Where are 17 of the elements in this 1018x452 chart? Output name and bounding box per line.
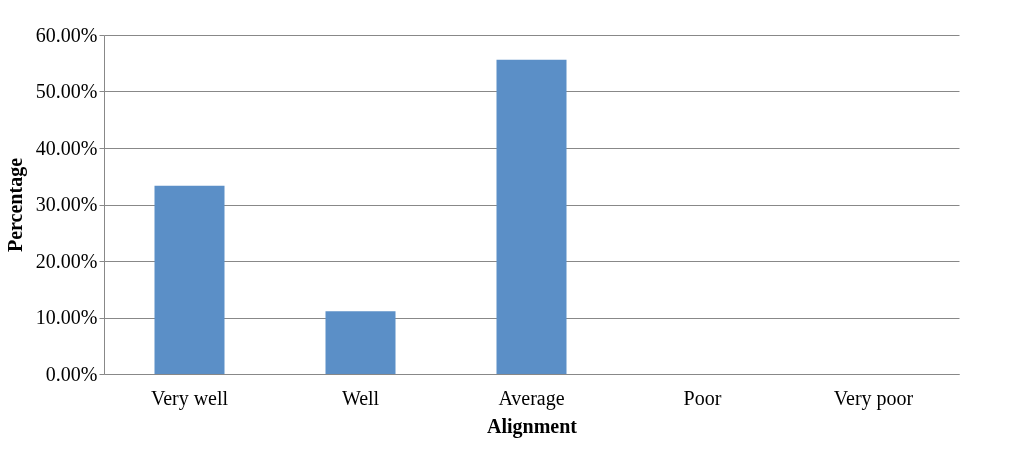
y-tick-label: 20.00%: [35, 249, 98, 272]
x-tick-label: Well: [341, 386, 380, 409]
y-tick-label: 10.00%: [35, 306, 98, 328]
y-tick-label: 0.00%: [45, 362, 98, 385]
y-tick-label: 50.00%: [35, 80, 98, 102]
bar: [325, 311, 396, 374]
x-tick-label: Very well: [150, 386, 229, 410]
x-tick-label: Average: [498, 386, 565, 410]
y-axis-title: Percentage: [3, 157, 27, 253]
y-tick-label: 60.00%: [35, 23, 98, 46]
bar: [154, 185, 225, 374]
x-axis-title: Alignment: [487, 414, 578, 438]
y-tick-label: 40.00%: [35, 136, 98, 159]
x-tick-label: Very poor: [833, 386, 914, 410]
y-tick-label: 30.00%: [35, 193, 98, 215]
bar: [496, 59, 567, 374]
x-tick-label: Poor: [683, 386, 722, 409]
